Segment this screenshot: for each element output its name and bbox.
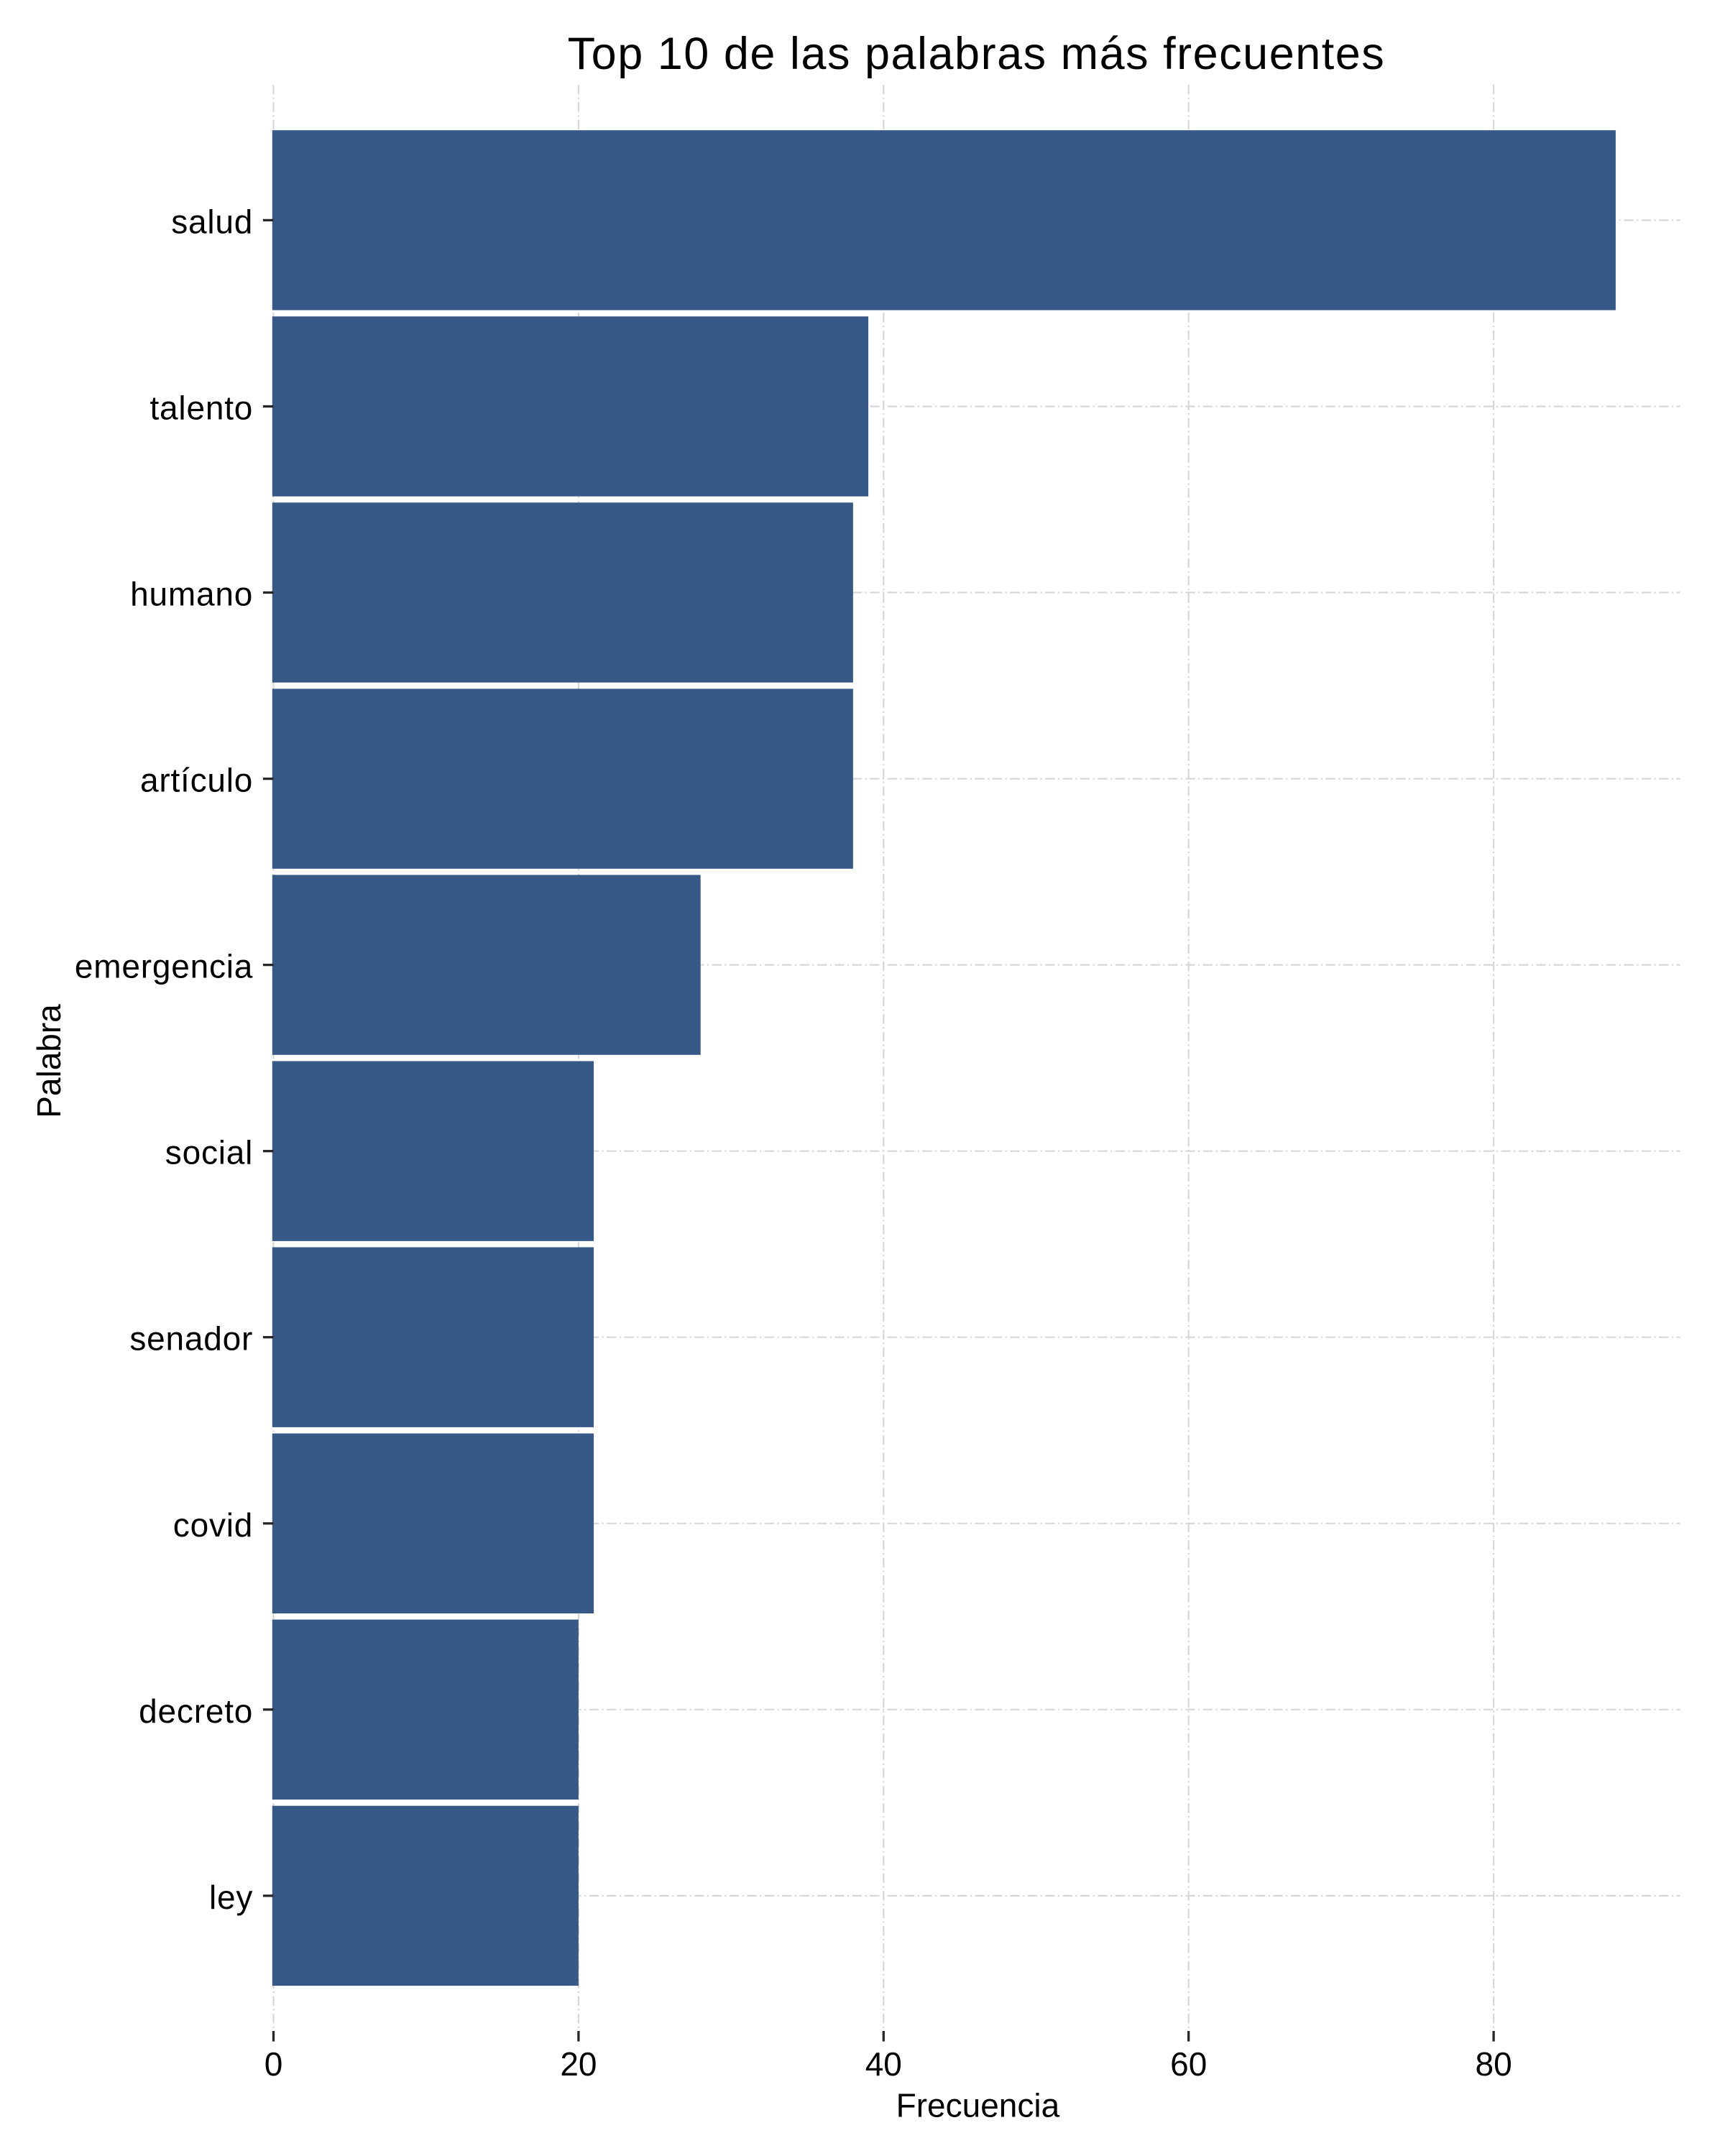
svg-text:emergencia: emergencia [75,948,253,985]
svg-text:ley: ley [209,1879,253,1916]
svg-text:humano: humano [130,576,253,613]
svg-text:senador: senador [129,1320,253,1358]
svg-text:social: social [165,1134,253,1171]
svg-text:artículo: artículo [140,762,253,799]
svg-text:Top 10 de las palabras más fre: Top 10 de las palabras más frecuentes [568,29,1386,79]
svg-text:40: 40 [865,2045,902,2083]
svg-text:60: 60 [1170,2045,1207,2083]
svg-text:80: 80 [1476,2045,1512,2083]
svg-text:Palabra: Palabra [30,1004,68,1118]
svg-text:covid: covid [173,1506,253,1544]
svg-text:Frecuencia: Frecuencia [896,2087,1060,2124]
svg-text:decreto: decreto [139,1692,253,1730]
svg-text:salud: salud [171,203,253,240]
svg-text:0: 0 [264,2045,283,2083]
svg-text:talento: talento [150,390,253,427]
svg-text:20: 20 [560,2045,597,2083]
